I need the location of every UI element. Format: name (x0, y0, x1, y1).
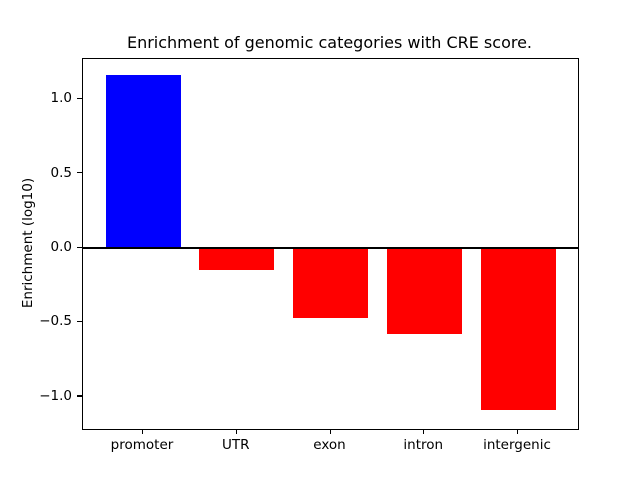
x-tick-mark (517, 429, 519, 434)
bar-exon (293, 248, 368, 319)
y-tick-label: 0.5 (50, 164, 72, 181)
chart-title: Enrichment of genomic categories with CR… (126, 33, 533, 52)
y-tick-mark (77, 172, 82, 174)
x-tick-mark (329, 429, 331, 434)
x-tick-mark (142, 429, 144, 434)
x-tick-mark (423, 429, 425, 434)
x-tick-mark (235, 429, 237, 434)
plot-area (82, 58, 579, 430)
y-tick-label: −1.0 (39, 387, 72, 404)
bar-promoter (105, 75, 181, 249)
y-tick-label: 0.0 (50, 239, 72, 256)
x-tick-label-UTR: UTR (221, 437, 250, 453)
y-tick-label: 1.0 (50, 90, 72, 107)
x-tick-label-intergenic: intergenic (483, 437, 551, 453)
y-tick-mark (77, 320, 82, 323)
x-tick-label-intron: intron (403, 437, 444, 453)
y-tick-mark (77, 395, 82, 397)
y-tick-mark (77, 246, 82, 248)
y-tick-mark (77, 97, 82, 99)
y-tick-label: −0.5 (39, 313, 72, 330)
zero-line (83, 247, 578, 250)
bar-UTR (199, 248, 275, 271)
bar-intergenic (480, 248, 556, 411)
x-tick-label-exon: exon (313, 437, 346, 453)
x-tick-label-promoter: promoter (110, 437, 174, 453)
bar-intron (386, 248, 462, 335)
